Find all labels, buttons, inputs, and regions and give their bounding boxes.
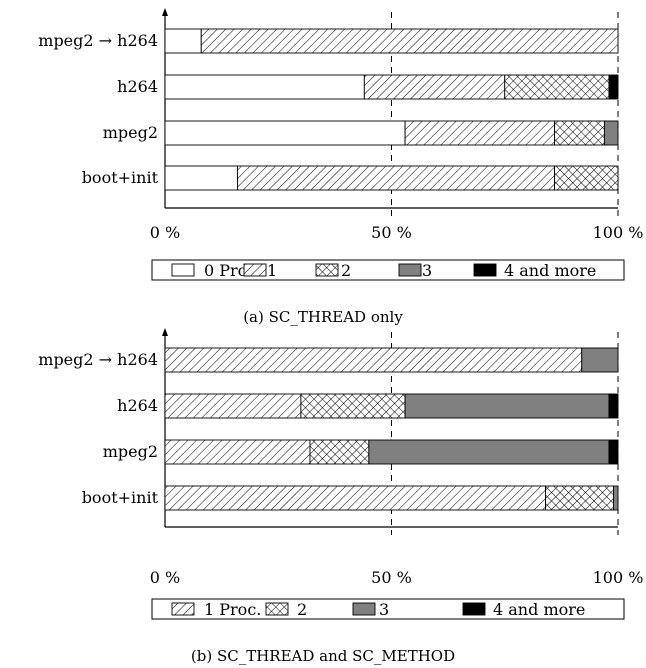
x-tick-label: 0 % bbox=[150, 223, 180, 242]
bar-segment bbox=[608, 74, 619, 100]
bar-segment bbox=[164, 165, 238, 191]
category-label: mpeg2 → h264 bbox=[38, 350, 158, 369]
y-axis-arrow bbox=[162, 8, 168, 16]
category-label: mpeg2 bbox=[103, 442, 158, 461]
x-tick-label: 50 % bbox=[371, 568, 412, 587]
bar-segment bbox=[608, 439, 619, 465]
legend-swatch bbox=[462, 602, 486, 616]
legend-label: 4 and more bbox=[493, 600, 585, 619]
x-tick-label: 50 % bbox=[371, 223, 412, 242]
legend-swatch bbox=[398, 263, 422, 277]
bar-segment bbox=[554, 120, 605, 146]
bar-segment bbox=[309, 439, 370, 465]
x-tick-label: 100 % bbox=[593, 568, 644, 587]
category-label: h264 bbox=[117, 396, 158, 415]
bar-segment bbox=[581, 347, 619, 373]
bar-segment bbox=[164, 347, 583, 373]
x-tick-label: 100 % bbox=[593, 223, 644, 242]
legend-swatch bbox=[243, 263, 267, 277]
legend-label: 1 bbox=[267, 261, 277, 280]
legend-label: 1 Proc. bbox=[204, 600, 261, 619]
legend-label: 2 bbox=[341, 261, 351, 280]
bar-segment bbox=[164, 393, 302, 419]
category-label: mpeg2 → h264 bbox=[38, 31, 158, 50]
bar-segment bbox=[504, 74, 610, 100]
bar-segment bbox=[200, 28, 619, 54]
bar-segment bbox=[404, 120, 556, 146]
legend-box bbox=[151, 259, 625, 281]
legend-label: 3 bbox=[379, 600, 389, 619]
legend: 1 Proc. 2 3 4 and more bbox=[151, 598, 625, 620]
legend: 0 Proc. 1 2 3 4 and more bbox=[151, 259, 625, 281]
caption: (a) SC_THREAD only bbox=[243, 308, 403, 326]
legend-swatch bbox=[315, 263, 339, 277]
category-label: boot+init bbox=[82, 168, 159, 187]
legend-label: 2 bbox=[297, 600, 307, 619]
bar-segment bbox=[404, 393, 610, 419]
caption: (b) SC_THREAD and SC_METHOD bbox=[191, 647, 455, 665]
chart-panel-a: mpeg2 → h264 h264 mpeg2 boot+init 0 % 50 % 100… bbox=[38, 8, 643, 326]
x-tick-label: 0 % bbox=[150, 568, 180, 587]
legend-swatch bbox=[473, 263, 497, 277]
bar-segment bbox=[363, 74, 506, 100]
bar-segment bbox=[608, 393, 619, 419]
bar-segment bbox=[164, 439, 311, 465]
bar-segment bbox=[545, 485, 614, 511]
bar-segment bbox=[164, 28, 202, 54]
y-axis-arrow bbox=[162, 328, 168, 336]
category-label: boot+init bbox=[82, 488, 159, 507]
legend-swatch bbox=[171, 263, 195, 277]
legend-label: 4 and more bbox=[504, 261, 596, 280]
legend-swatch bbox=[352, 602, 376, 616]
chart-panel-b: mpeg2 → h264 h264 mpeg2 boot+init 0 % 50 % 100… bbox=[38, 328, 643, 665]
bar-segment bbox=[164, 74, 365, 100]
legend-label: 3 bbox=[422, 261, 432, 280]
bar-segment bbox=[164, 485, 546, 511]
bar-segment bbox=[237, 165, 556, 191]
legend-swatch bbox=[265, 602, 289, 616]
bar-segment bbox=[300, 393, 406, 419]
bar-segment bbox=[164, 120, 406, 146]
legend-swatch bbox=[171, 602, 195, 616]
bar-segment bbox=[613, 485, 619, 511]
bar-segment bbox=[554, 165, 619, 191]
category-label: h264 bbox=[117, 77, 158, 96]
bar-segment bbox=[368, 439, 610, 465]
bar-segment bbox=[603, 120, 619, 146]
category-label: mpeg2 bbox=[103, 123, 158, 142]
